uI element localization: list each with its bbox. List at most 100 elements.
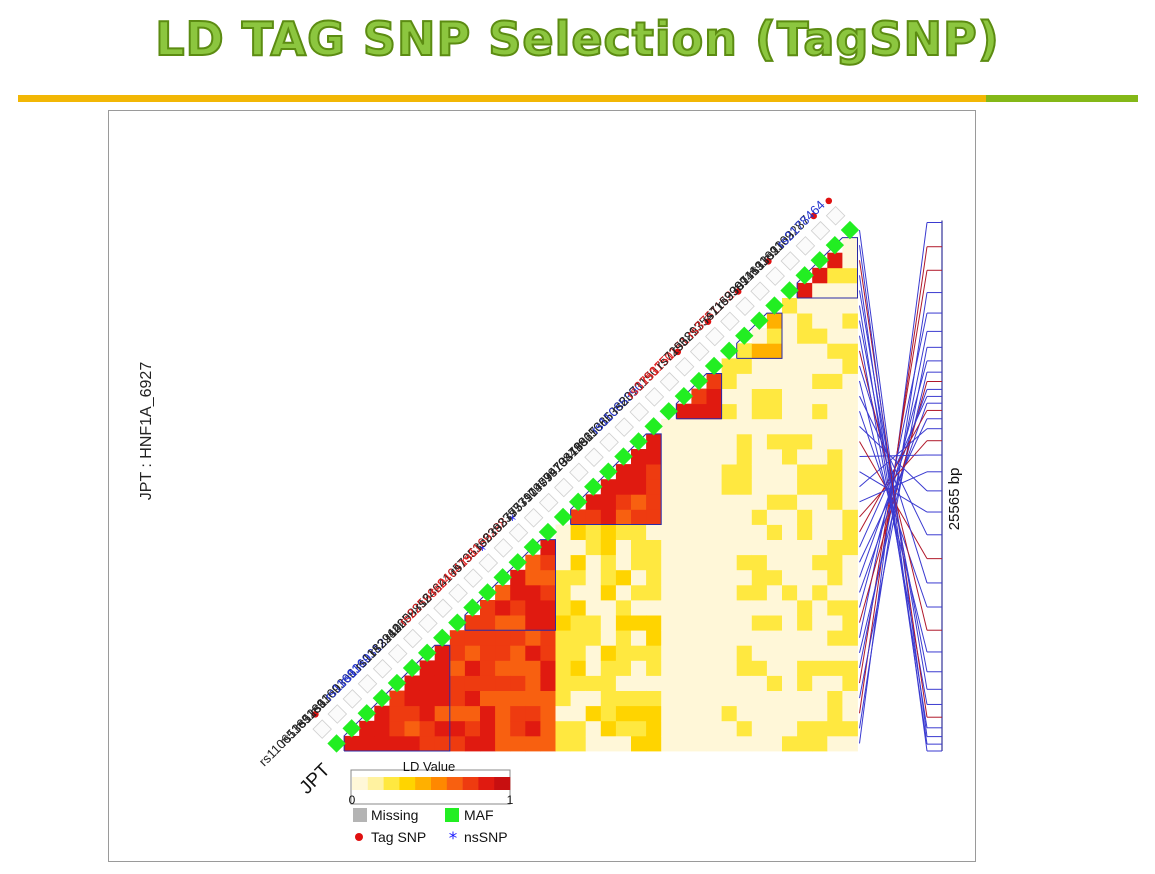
- ld-cell: [661, 479, 677, 495]
- ld-cell: [555, 645, 571, 661]
- missing-cell: [418, 613, 438, 634]
- ld-cell: [782, 720, 798, 737]
- ld-cell: [570, 705, 587, 722]
- ld-cell: [570, 660, 587, 676]
- ld-cell: [797, 720, 813, 737]
- ld-cell: [691, 403, 707, 420]
- ld-cell: [631, 584, 647, 601]
- maf-square: [433, 628, 452, 647]
- ld-cell: [661, 569, 677, 586]
- missing-cell: [554, 477, 574, 498]
- ld-cell: [797, 358, 813, 374]
- ld-cell: [706, 524, 722, 540]
- ld-cell: [736, 660, 753, 676]
- ld-cell: [510, 569, 526, 586]
- ld-cell: [827, 418, 843, 435]
- ld-cell: [480, 600, 496, 616]
- ld-cell: [812, 449, 828, 465]
- ld-cell: [691, 584, 707, 601]
- ld-cell: [706, 584, 722, 601]
- maf-square: [704, 356, 724, 376]
- ld-cell: [827, 343, 843, 359]
- ld-cell: [812, 464, 828, 480]
- ld-cell: [555, 630, 571, 646]
- ld-cell: [510, 675, 526, 691]
- ld-cell: [661, 735, 677, 752]
- position-connector: [859, 395, 928, 536]
- maf-square: [372, 688, 392, 708]
- position-connector: [859, 229, 928, 737]
- ld-cell: [797, 524, 813, 540]
- ld-cell: [766, 660, 783, 676]
- ld-cell: [615, 720, 632, 737]
- ld-cell: [691, 615, 707, 631]
- scale-step: [383, 777, 400, 790]
- ld-cell: [525, 720, 541, 737]
- ld-cell: [555, 524, 571, 540]
- ld-cell: [434, 675, 451, 691]
- ld-cell: [585, 494, 602, 510]
- ld-cell: [540, 660, 556, 676]
- ld-cell: [797, 690, 813, 707]
- ld-cell: [464, 690, 481, 707]
- ld-cell: [782, 373, 798, 389]
- ld-cell: [615, 675, 632, 691]
- maf-square: [825, 235, 845, 255]
- ld-cell: [555, 690, 571, 707]
- ld-cell: [615, 660, 632, 676]
- ld-cell: [631, 660, 647, 676]
- ld-cell: [570, 584, 587, 601]
- ld-cell: [540, 675, 556, 691]
- scale-step: [494, 777, 511, 790]
- maf-square: [810, 251, 829, 270]
- ld-cell: [480, 615, 496, 631]
- ld-cell: [797, 388, 813, 405]
- ld-cell: [480, 735, 496, 752]
- ld-cell: [464, 675, 481, 691]
- ld-cell: [766, 388, 783, 405]
- ld-cell: [842, 720, 858, 737]
- ld-cell: [736, 464, 753, 480]
- ld-cell: [676, 690, 692, 707]
- ld-cell: [600, 660, 617, 676]
- ld-cell: [676, 509, 692, 525]
- ld-cell: [495, 660, 511, 676]
- ld-cell: [782, 313, 798, 329]
- ld-cell: [615, 524, 632, 540]
- ld-cell: [782, 569, 798, 586]
- maf-swatch: [445, 808, 459, 822]
- missing-cell: [357, 674, 378, 694]
- ld-cell: [510, 584, 526, 601]
- ld-cell: [827, 449, 843, 465]
- ld-cell: [812, 660, 828, 676]
- ld-cell: [706, 373, 722, 389]
- ld-cell: [842, 600, 858, 616]
- ld-cell: [676, 735, 692, 752]
- missing-cell: [659, 372, 680, 392]
- ld-cell: [691, 554, 707, 571]
- ld-cell: [419, 705, 436, 722]
- ld-cell: [661, 630, 677, 646]
- ld-cell: [782, 584, 798, 601]
- ld-cell: [812, 343, 828, 359]
- ld-cell: [374, 705, 390, 722]
- ld-cell: [525, 615, 541, 631]
- ld-cell: [661, 584, 677, 601]
- ld-cell: [706, 433, 722, 450]
- ld-cell: [751, 720, 768, 737]
- ld-cell: [721, 675, 738, 691]
- ld-cell: [691, 690, 707, 707]
- ld-cell: [464, 720, 481, 737]
- missing-cell: [735, 296, 755, 317]
- ld-cell: [842, 388, 858, 405]
- ns-snp-star-icon: *: [479, 543, 486, 559]
- ld-cell: [827, 358, 843, 374]
- ld-cell: [812, 298, 828, 314]
- ld-cell: [525, 660, 541, 676]
- missing-cell: [403, 628, 423, 649]
- missing-cell: [463, 568, 483, 588]
- ld-cell: [449, 705, 466, 722]
- ld-cell: [676, 479, 692, 495]
- ld-cell: [812, 645, 828, 661]
- ld-color-scale: [352, 777, 511, 790]
